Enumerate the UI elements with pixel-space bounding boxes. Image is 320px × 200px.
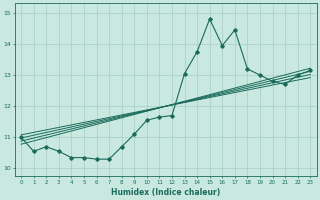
X-axis label: Humidex (Indice chaleur): Humidex (Indice chaleur) xyxy=(111,188,220,197)
